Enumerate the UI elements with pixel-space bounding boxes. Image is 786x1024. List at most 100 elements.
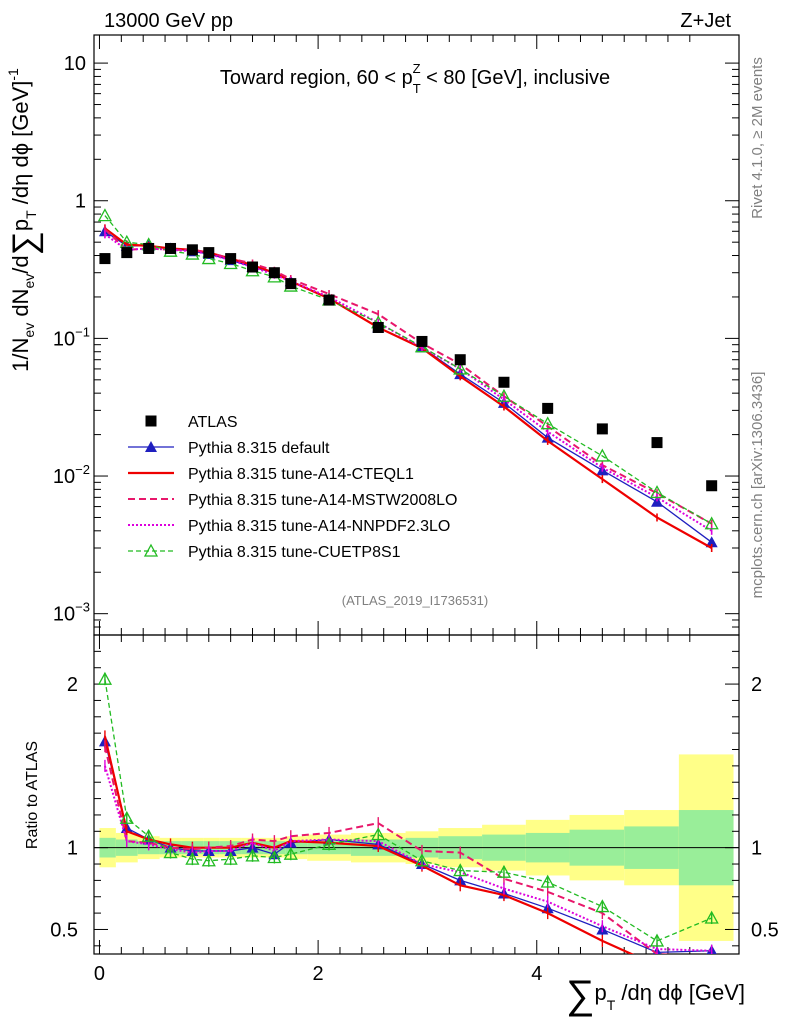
legend-label: ATLAS: [188, 414, 238, 431]
rivet-version-label: Rivet 4.1.0, ≥ 2M events: [749, 57, 766, 219]
ratio-axis-ticks: 0.5 0.5 1 1 2 2 0 2 4: [50, 635, 779, 985]
ratio-y-tick-label: 0.5: [50, 919, 78, 941]
ratio-plot-frame: [93, 634, 740, 955]
ratio-point-cuet: [453, 863, 468, 877]
series-nnpdf: [104, 230, 713, 535]
x-tick-label: 2: [313, 963, 324, 985]
main-y-tick-label: 10−3: [53, 600, 90, 626]
header-process-label: Z+Jet: [680, 10, 731, 32]
main-y-axis-label-text: 1/Nev dNev/d∑pT /dη dϕ [GeV]-1: [5, 68, 44, 372]
data-point-cuet: [496, 388, 512, 402]
ratio-point-cuet: [595, 899, 610, 913]
legend-label: Pythia 8.315 default: [188, 440, 330, 457]
data-point-data: [143, 242, 155, 254]
plot-title-sub: T: [413, 81, 421, 96]
legend-item-mstw: Pythia 8.315 tune-A14-MSTW2008LO: [128, 492, 457, 509]
legend-marker: [143, 543, 159, 557]
main-series-group: [97, 208, 719, 553]
legend-marker: [145, 415, 157, 427]
legend-item-data: ATLAS: [145, 414, 238, 431]
data-point-data: [372, 321, 384, 333]
data-point-data: [323, 294, 335, 306]
series-data: [99, 242, 718, 492]
data-point-data: [268, 267, 280, 279]
main-y-axis-ticks: 10−3 10−2 10−1 1 10: [53, 35, 739, 636]
data-point-data: [165, 242, 177, 254]
data-point-cuet: [453, 361, 468, 375]
main-y-tick-label: 10−2: [53, 462, 90, 488]
data-point-data: [225, 253, 237, 265]
legend: ATLAS Pythia 8.315 default Pythia 8.315 tu…: [128, 414, 457, 561]
ratio-y-tick-label: 2: [67, 674, 78, 696]
main-y-tick-label: 10−1: [53, 324, 90, 350]
ratio-point-cuet: [119, 810, 134, 824]
data-point-data: [651, 437, 663, 449]
data-point-data: [596, 423, 608, 435]
main-y-tick-label: 1: [75, 191, 86, 213]
ratio-point-cuet: [223, 851, 238, 865]
data-point-cuet: [649, 485, 665, 499]
main-y-axis-label: 1/Nev dNev/d∑pT /dη dϕ [GeV]-1: [5, 68, 44, 372]
ratio-point-cuet: [97, 671, 113, 685]
data-point-data: [542, 402, 554, 414]
legend-marker: [145, 441, 157, 452]
data-point-data: [454, 354, 466, 366]
ratio-point-cuet: [185, 851, 200, 865]
data-point-cuet: [595, 448, 610, 462]
ratio-point-cuet: [163, 845, 178, 859]
ratio-y-tick-label-right: 0.5: [751, 919, 779, 941]
data-point-data: [99, 253, 111, 265]
ratio-y-tick-label-right: 1: [751, 838, 762, 860]
ratio-point-cuet: [245, 848, 260, 862]
main-y-tick-label: 10: [64, 53, 86, 75]
x-tick-label: 4: [531, 963, 542, 985]
legend-item-default: Pythia 8.315 default: [128, 440, 330, 457]
data-point-default: [705, 536, 718, 548]
ratio-point-cuet: [496, 864, 512, 878]
ratio-series-group: [97, 671, 719, 954]
ratio-point-cuet: [414, 853, 430, 867]
x-axis-label: ∑pT /dη dϕ [GeV]: [566, 973, 745, 1017]
series-line-cuet: [104, 215, 712, 525]
analysis-watermark: (ATLAS_2019_I1736531): [342, 593, 488, 608]
legend-label: Pythia 8.315 tune-CUETP8S1: [188, 544, 401, 561]
data-point-data: [121, 247, 133, 259]
legend-label: Pythia 8.315 tune-A14-MSTW2008LO: [188, 492, 457, 509]
data-point-cuet: [704, 516, 719, 530]
legend-item-cteq: Pythia 8.315 tune-A14-CTEQL1: [128, 466, 414, 483]
ratio-point-cuet: [141, 828, 156, 842]
data-point-data: [203, 247, 215, 259]
data-point-data: [706, 480, 718, 492]
data-point-data: [247, 261, 259, 273]
data-point-data: [416, 335, 428, 347]
legend-item-nnpdf: Pythia 8.315 tune-A14-NNPDF2.3LO: [128, 518, 450, 535]
ratio-point-cuet: [704, 910, 719, 924]
ratio-line-cuet: [104, 679, 712, 942]
legend-item-cuet: Pythia 8.315 tune-CUETP8S1: [128, 543, 401, 561]
plot-title-part1: Toward region, 60 < p: [220, 67, 413, 89]
ratio-y-tick-label-right: 2: [751, 674, 762, 696]
data-point-data: [285, 278, 297, 290]
ratio-point-cuet: [283, 846, 298, 860]
plot-title-sup: Z: [413, 61, 421, 76]
plot-title: Toward region, 60 < pTZ < 80 [GeV], incl…: [220, 61, 610, 96]
ratio-point-cuet: [267, 850, 282, 864]
data-point-cuet: [97, 208, 113, 222]
data-point-cuet: [540, 416, 555, 430]
legend-label: Pythia 8.315 tune-A14-CTEQL1: [188, 466, 414, 483]
data-point-data: [498, 376, 510, 388]
legend-label: Pythia 8.315 tune-A14-NNPDF2.3LO: [188, 518, 450, 535]
ratio-point-cuet: [321, 837, 337, 851]
ratio-series-cuet: [97, 671, 719, 947]
ratio-point-cuet: [540, 874, 555, 888]
ratio-point-cuet: [649, 933, 665, 947]
x-tick-label: 0: [94, 963, 105, 985]
data-point-data: [186, 244, 198, 256]
ratio-y-axis-label: Ratio to ATLAS: [24, 741, 41, 849]
header-beam-label: 13000 GeV pp: [104, 10, 233, 32]
ratio-y-tick-label: 1: [67, 838, 78, 860]
plot-title-part2: < 80 [GeV], inclusive: [421, 67, 611, 89]
ratio-point-cuet: [371, 827, 386, 841]
series-line-nnpdf: [104, 233, 713, 532]
